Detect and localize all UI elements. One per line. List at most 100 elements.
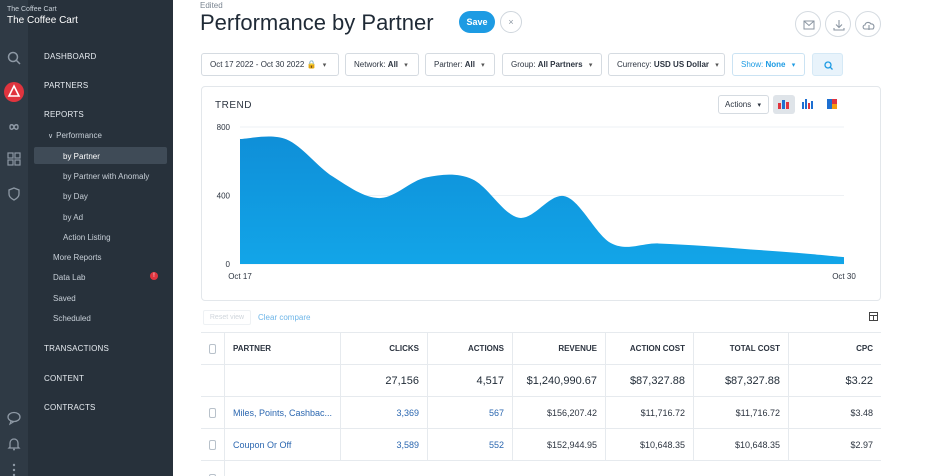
group-filter[interactable]: Group: All Partners ▾: [502, 53, 602, 76]
save-button[interactable]: Save: [459, 11, 495, 33]
y-tick-label: 400: [217, 192, 231, 201]
select-all-checkbox[interactable]: [209, 343, 216, 354]
partner-filter-value: All: [464, 60, 475, 69]
table-header-row: PARTNER CLICKS ACTIONS REVENUE ACTION CO…: [201, 332, 881, 365]
network-filter-label: Network:: [354, 60, 386, 69]
date-range-picker[interactable]: Oct 17 2022 - Oct 30 2022 🔒 ▾: [201, 53, 339, 76]
table-row[interactable]: Coupon Or Off 3,589 552 $152,944.95 $10,…: [201, 429, 881, 461]
col-header-partner[interactable]: PARTNER: [225, 333, 341, 364]
y-tick-label: 800: [217, 123, 231, 132]
network-filter-value: All: [387, 60, 399, 69]
totals-actions: 4,517: [428, 365, 513, 396]
grid-icon[interactable]: [6, 151, 22, 167]
total-cost-cell: $11,716.72: [694, 397, 789, 428]
sidebar-item-action-listing[interactable]: Action Listing: [63, 233, 111, 242]
sidebar-item-by-partner[interactable]: by Partner: [63, 152, 100, 161]
partner-filter-label: Partner:: [434, 60, 463, 69]
search-button[interactable]: [812, 53, 843, 76]
sidebar-item-by-ad[interactable]: by Ad: [63, 213, 84, 222]
download-button[interactable]: [825, 11, 851, 37]
actions-link[interactable]: 552: [428, 429, 513, 460]
row-checkbox[interactable]: [209, 474, 216, 476]
chevron-down-icon: ▾: [588, 62, 593, 69]
clear-compare-link[interactable]: Clear compare: [258, 313, 311, 322]
currency-filter[interactable]: Currency: USD US Dollar ▾: [608, 53, 725, 76]
org-name[interactable]: The Coffee Cart: [7, 15, 78, 26]
sidebar-item-content[interactable]: CONTENT: [44, 374, 85, 383]
currency-filter-value: USD US Dollar: [653, 60, 710, 69]
col-header-clicks[interactable]: CLICKS: [341, 333, 428, 364]
brand-logo-icon[interactable]: [4, 82, 24, 102]
trend-area: [240, 136, 844, 264]
clicks-link[interactable]: 3,369: [341, 397, 428, 428]
main-content: Edited Performance by Partner Save × Oct…: [173, 0, 936, 476]
trend-card: TREND Actions ▾ 0 400 800 Oct 17 Oct 30: [201, 86, 881, 301]
sidebar-item-data-lab[interactable]: Data Lab: [53, 273, 86, 282]
sidebar-item-dashboard[interactable]: DASHBOARD: [44, 52, 97, 61]
sidebar-item-partners[interactable]: PARTNERS: [44, 81, 89, 90]
actions-link[interactable]: 567: [428, 397, 513, 428]
cpc-cell: $3.48: [850, 407, 873, 418]
currency-filter-label: Currency:: [617, 60, 652, 69]
show-filter[interactable]: Show: None ▾: [732, 53, 805, 76]
sidebar-item-reports[interactable]: REPORTS: [44, 110, 84, 119]
sidebar-item-by-partner-anomaly[interactable]: by Partner with Anomaly: [63, 172, 150, 181]
sidebar-item-contracts[interactable]: CONTRACTS: [44, 403, 96, 412]
chevron-down-icon: ▾: [481, 62, 485, 69]
network-filter[interactable]: Network: All ▾: [345, 53, 419, 76]
actions-dropdown-label: Actions: [725, 100, 752, 109]
sidebar-item-saved[interactable]: Saved: [53, 294, 76, 303]
area-chart-icon: [778, 100, 789, 109]
col-header-actions[interactable]: ACTIONS: [428, 333, 513, 364]
row-select-cell: [201, 461, 225, 476]
col-header-revenue[interactable]: REVENUE: [513, 333, 606, 364]
stacked-chart-button[interactable]: [821, 95, 843, 114]
row-select-cell: [201, 429, 225, 460]
cancel-button[interactable]: ×: [500, 11, 522, 33]
bell-icon[interactable]: [6, 436, 22, 452]
data-lab-badge: !: [150, 272, 158, 280]
sidebar-item-transactions[interactable]: TRANSACTIONS: [44, 344, 110, 353]
search-icon[interactable]: [6, 50, 22, 66]
table-row[interactable]: Miles, Points, Cashbac... 3,369 567 $156…: [201, 397, 881, 429]
sidebar-item-performance[interactable]: ∨ Performance: [48, 131, 102, 140]
sidebar-item-more-reports[interactable]: More Reports: [53, 253, 102, 262]
actions-dropdown[interactable]: Actions ▾: [718, 95, 769, 114]
cloud-upload-button[interactable]: [855, 11, 881, 37]
col-header-total-cost[interactable]: TOTAL COST: [694, 333, 789, 364]
partner-link[interactable]: Coupon Or Off: [225, 429, 341, 460]
cpc-cell: $2.97: [850, 439, 873, 450]
area-chart-button[interactable]: [773, 95, 795, 114]
revenue-cell: $152,944.95: [513, 429, 606, 460]
reset-view-button[interactable]: Reset view: [203, 310, 251, 325]
columns-icon[interactable]: [869, 312, 878, 321]
col-header-action-cost[interactable]: ACTION COST: [606, 333, 694, 364]
mail-icon: [803, 20, 815, 30]
bar-chart-icon: [802, 99, 813, 109]
shield-icon[interactable]: [6, 186, 22, 202]
sidebar-item-scheduled[interactable]: Scheduled: [53, 314, 91, 323]
select-all-cell: [201, 333, 225, 364]
totals-action-cost: $87,327.88: [606, 365, 694, 396]
chevron-down-icon: ▾: [322, 62, 327, 69]
totals-revenue: $1,240,990.67: [513, 365, 606, 396]
row-select-cell: [201, 397, 225, 428]
row-checkbox[interactable]: [209, 407, 216, 418]
sidebar-item-by-day[interactable]: by Day: [63, 192, 88, 201]
clicks-link[interactable]: 3,589: [341, 429, 428, 460]
chat-icon[interactable]: [6, 410, 22, 426]
partner-link[interactable]: Miles, Points, Cashbac...: [225, 397, 341, 428]
chevron-down-icon: ▾: [791, 62, 796, 69]
col-header-cpc[interactable]: CPC: [856, 344, 873, 353]
bar-chart-button[interactable]: [797, 95, 819, 114]
partner-filter[interactable]: Partner: All ▾: [425, 53, 495, 76]
row-checkbox[interactable]: [209, 439, 216, 450]
infinity-icon[interactable]: [6, 119, 22, 135]
more-icon[interactable]: [6, 462, 22, 476]
sidebar-active-highlight: [34, 147, 167, 164]
search-icon: [824, 61, 833, 70]
lock-icon: 🔒: [306, 60, 317, 69]
email-button[interactable]: [795, 11, 821, 37]
date-range-value: Oct 17 2022 - Oct 30 2022: [210, 60, 305, 69]
